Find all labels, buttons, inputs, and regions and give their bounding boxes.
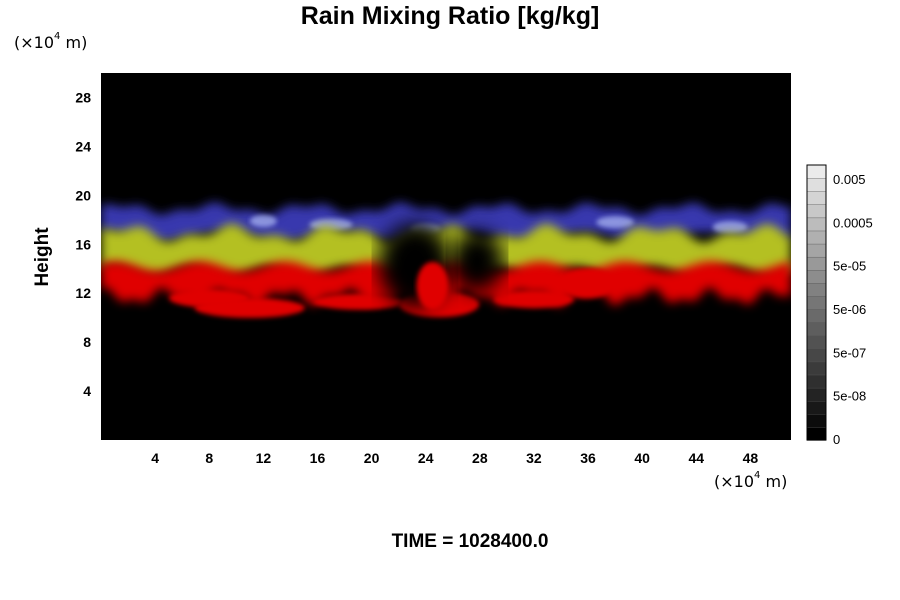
y-tick-label: 4	[83, 383, 91, 399]
y-tick-label: 24	[75, 138, 91, 154]
colorbar-swatch	[806, 243, 827, 258]
colorbar-label: 5e-08	[833, 389, 866, 404]
red-lobe	[416, 261, 449, 310]
red-lobe	[169, 289, 250, 308]
x-tick-label: 40	[634, 450, 650, 466]
y-tick-label: 16	[75, 236, 91, 252]
colorbar-swatch	[806, 164, 827, 179]
time-label: TIME = 1028400.0	[391, 531, 549, 552]
colorbar-swatch	[806, 426, 827, 441]
x-tick-label: 36	[580, 450, 596, 466]
x-tick-label: 28	[472, 450, 488, 466]
colorbar-swatch	[806, 217, 827, 232]
colorbar-swatch	[806, 361, 827, 376]
colorbar-swatch	[806, 177, 827, 192]
x-tick-label: 16	[310, 450, 326, 466]
x-axis-unit: (×104 m)	[714, 470, 788, 491]
dark-gap	[451, 231, 504, 292]
colorbar-swatch	[806, 308, 827, 323]
band-highlight	[249, 215, 277, 228]
y-axis-unit: (×104 m)	[14, 31, 88, 52]
band-blue	[101, 202, 791, 242]
x-tick-label: 24	[418, 450, 434, 466]
colorbar-label: 5e-05	[833, 259, 866, 274]
colorbar-swatch	[806, 387, 827, 402]
y-tick-label: 8	[83, 334, 91, 350]
x-tick-label: 12	[256, 450, 272, 466]
colorbar-swatch	[806, 374, 827, 389]
colorbar-swatch	[806, 190, 827, 205]
colorbar: 0.005 0.0005 5e-05 5e-06 5e-07 5e-08 0	[806, 164, 873, 447]
colorbar-swatch	[806, 295, 827, 310]
x-tick-label: 32	[526, 450, 542, 466]
red-lobe	[560, 268, 617, 299]
colorbar-swatch	[806, 400, 827, 415]
colorbar-swatch	[806, 269, 827, 284]
colorbar-swatch	[806, 256, 827, 271]
colorbar-swatch	[806, 282, 827, 297]
x-axis: 4 8 12 16 20 24 28 32 36 40 44 48	[151, 450, 758, 466]
y-axis: 4 8 12 16 20 24 28	[75, 89, 91, 399]
colorbar-label: 0.0005	[833, 215, 873, 230]
colorbar-swatch	[806, 335, 827, 350]
colorbar-frame	[806, 164, 827, 441]
y-tick-label: 28	[75, 89, 91, 105]
colorbar-swatch	[806, 230, 827, 245]
red-lobe	[313, 293, 404, 310]
band-highlight	[712, 221, 748, 234]
colorbar-label: 0	[833, 432, 840, 447]
colorbar-label: 0.005	[833, 172, 866, 187]
colorbar-swatch	[806, 321, 827, 336]
red-lobe	[493, 290, 574, 309]
y-tick-label: 20	[75, 187, 91, 203]
x-tick-label: 48	[743, 450, 759, 466]
x-tick-label: 8	[205, 450, 213, 466]
colorbar-swatch	[806, 204, 827, 219]
x-tick-label: 4	[151, 450, 159, 466]
band-highlight	[596, 216, 635, 229]
colorbar-label: 5e-06	[833, 302, 866, 317]
x-tick-label: 20	[364, 450, 380, 466]
colorbar-label: 5e-07	[833, 345, 866, 360]
x-tick-label: 44	[689, 450, 705, 466]
colorbar-swatch	[806, 413, 827, 428]
rain-field	[101, 202, 791, 318]
colorbar-swatch	[806, 348, 827, 363]
y-tick-label: 12	[75, 285, 91, 301]
chart-title: Rain Mixing Ratio [kg/kg]	[300, 2, 600, 30]
